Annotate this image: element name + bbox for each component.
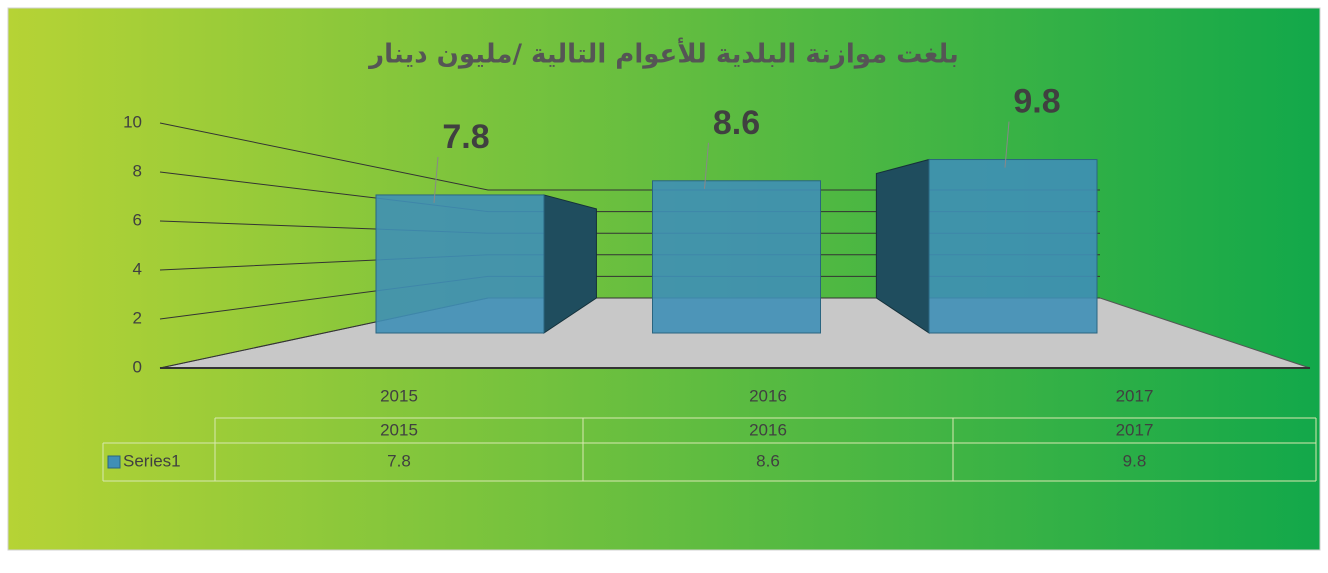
x-tick-label: 2017 — [1116, 386, 1154, 405]
legend-label: Series1 — [123, 451, 181, 470]
table-header: 2015 — [380, 420, 418, 439]
data-label: 7.8 — [442, 118, 489, 156]
table-header: 2017 — [1116, 420, 1154, 439]
legend-swatch — [107, 455, 121, 469]
y-tick-label: 2 — [133, 308, 142, 327]
table-header: 2016 — [749, 420, 787, 439]
y-tick-label: 4 — [133, 259, 142, 278]
leader-line — [433, 156, 439, 203]
table-value: 7.8 — [387, 451, 411, 470]
leader-line — [1004, 121, 1010, 168]
y-tick-label: 6 — [133, 210, 142, 229]
y-tick-label: 0 — [133, 357, 142, 376]
table-value: 8.6 — [756, 451, 780, 470]
x-tick-label: 2015 — [380, 386, 418, 405]
leader-line — [704, 142, 709, 189]
bar — [928, 159, 1098, 334]
data-label: 9.8 — [1013, 83, 1060, 121]
data-label: 8.6 — [713, 104, 760, 142]
table-value: 9.8 — [1123, 451, 1147, 470]
bar — [652, 180, 821, 334]
y-tick-label: 8 — [133, 161, 142, 180]
chart-title: بلغت موازنة البلدية للأعوام التالية /ملي… — [367, 38, 959, 70]
x-tick-label: 2016 — [749, 386, 787, 405]
y-tick-label: 10 — [123, 112, 142, 131]
bar — [375, 194, 545, 334]
